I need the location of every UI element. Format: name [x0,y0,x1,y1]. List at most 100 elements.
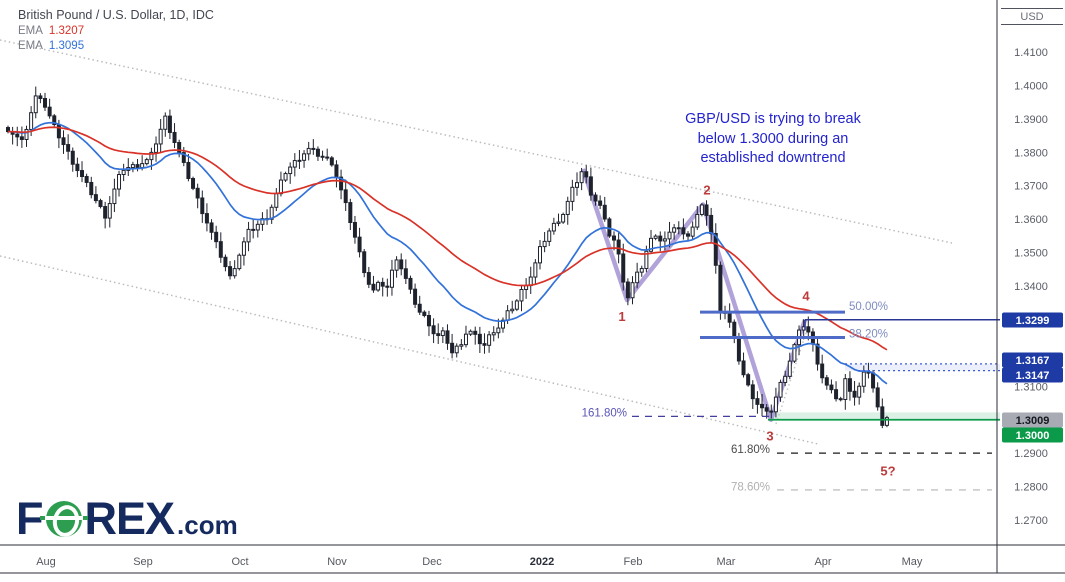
candle-down [38,95,43,100]
candle-up [283,173,288,181]
candle-up [389,269,394,288]
candle-down [838,398,843,401]
candle-down [403,268,408,279]
candle-down [329,157,334,166]
ema-indicator-row-1[interactable]: EMA 1.3207 [18,25,214,37]
text-annotation: GBP/USD is trying to break below 1.3000 … [652,110,894,169]
candle-down [736,337,741,362]
ema-label: EMA [18,40,43,52]
dotted-trendline[interactable] [0,39,953,244]
candle-up [561,213,566,223]
ema-50-line[interactable] [7,126,888,351]
candle-down [815,343,820,365]
candle-up [551,222,556,232]
candle-down [829,384,834,391]
time-tick-label: Mar [717,556,736,568]
candle-down [195,187,200,199]
candle-up [644,250,649,270]
forex-com-logo: F REX .com [16,496,238,542]
price-tick-label: 1.3900 [1014,114,1048,126]
candle-up [29,112,34,130]
logo-coin-icon [39,499,88,540]
candle-down [593,194,598,202]
candle-down [750,384,755,400]
candle-up [792,344,797,362]
candle-down [380,281,385,287]
candle-down [426,315,431,327]
candle-down [214,231,219,243]
candle-down [343,189,348,204]
candle-down [366,272,371,285]
candle-down [56,124,61,139]
candle-down [399,259,404,270]
price-badge-value: 1.3299 [1016,315,1050,327]
time-tick-label: Nov [327,556,347,568]
candle-up [500,319,505,329]
candle-down [436,333,441,337]
candle-down [482,343,487,346]
price-tick-label: 1.3100 [1014,381,1048,393]
candle-down [875,387,880,408]
candle-up [667,231,672,240]
candle-down [135,164,140,169]
price-badge-value: 1.3167 [1016,355,1050,367]
candle-up [278,179,283,195]
fib-label: 50.00% [849,301,888,313]
candle-down [98,200,103,208]
candle-down [89,181,94,196]
price-badge-value: 1.3009 [1016,415,1050,427]
candle-up [468,330,473,335]
price-badge [1002,412,1063,428]
ema-21-line[interactable] [7,121,888,385]
candle-up [496,327,501,334]
symbol-title[interactable]: British Pound / U.S. Dollar, 1D, IDC [18,8,214,22]
price-axis[interactable]: 1.4100 1.4000 1.3900 1.3800 1.3700 1.3600 1.35… [1014,47,1048,527]
ema-value: 1.3207 [48,25,85,37]
time-tick-label: Dec [422,556,442,568]
price-badge [1002,427,1063,443]
price-tick-label: 1.2900 [1014,448,1048,460]
candle-down [741,360,746,376]
candle-up [302,153,307,161]
time-axis[interactable]: Aug Sep Oct Nov Dec 2022 Feb Mar Apr May [36,556,923,568]
candle-down [315,148,320,157]
wave-count-label: 5? [880,464,895,479]
price-tick-label: 1.3500 [1014,248,1048,260]
dotted-trendline[interactable] [0,255,819,445]
candle-down [820,363,825,379]
candle-down [80,170,85,177]
price-badge [1002,352,1063,368]
candle-up [630,282,635,299]
candle-down [334,164,339,178]
price-badge [1002,312,1063,328]
candle-down [760,403,765,409]
time-tick-label: Oct [231,556,248,568]
candle-down [755,398,760,405]
candle-down [70,150,75,165]
time-tick-label: Aug [36,556,56,568]
candle-down [681,227,686,235]
price-badge-value: 1.3147 [1016,370,1050,382]
candle-down [385,285,390,288]
candle-up [505,310,510,321]
candle-up [699,204,704,215]
level-lines [632,310,1000,491]
candle-down [709,214,714,235]
candle-down [413,288,418,305]
candle-down [713,233,718,266]
candle-up [463,333,468,346]
symbol-legend[interactable]: British Pound / U.S. Dollar, 1D, IDC EMA… [18,8,214,52]
candle-down [209,222,214,233]
channel-trendlines [0,39,953,445]
fib-label: 78.60% [731,482,770,494]
candle-down [408,277,413,290]
candle-down [658,235,663,242]
candle-up [297,159,302,162]
candle-down [847,378,852,392]
candle-down [47,106,52,117]
candle-up [843,378,848,400]
candle-down [450,342,455,354]
ema-indicator-row-2[interactable]: EMA 1.3095 [18,40,214,52]
